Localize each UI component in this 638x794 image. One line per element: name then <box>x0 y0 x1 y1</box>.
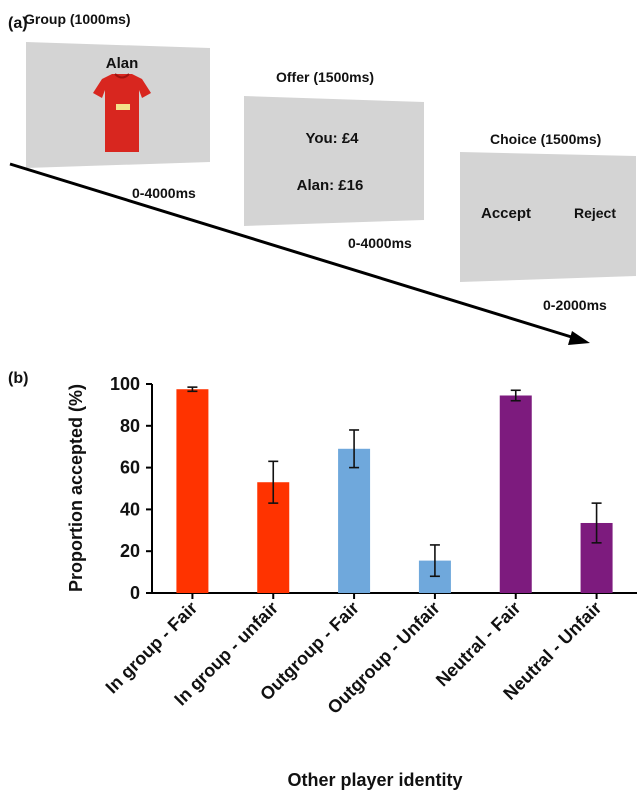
choice-screen <box>460 152 636 282</box>
offer-screen <box>244 96 424 226</box>
group-name-label: Alan <box>106 55 139 72</box>
group-screen-title: Group (1000ms) <box>24 11 131 27</box>
choice-reject-label: Reject <box>574 205 616 221</box>
interval-label-2: 0-4000ms <box>348 235 412 251</box>
offer-you-amount: You: £4 <box>305 130 359 147</box>
y-tick-label: 60 <box>120 458 140 478</box>
bar <box>176 389 209 593</box>
panel-b-label: (b) <box>8 370 28 387</box>
y-axis-label: Proportion accepted (%) <box>66 384 86 592</box>
red-football-shirt-icon <box>93 73 151 152</box>
y-tick-label: 80 <box>120 416 140 436</box>
y-tick-label: 40 <box>120 499 140 519</box>
interval-label-1: 0-4000ms <box>132 185 196 201</box>
choice-accept-label: Accept <box>481 205 531 222</box>
interval-label-3: 0-2000ms <box>543 297 607 313</box>
offer-screen-title: Offer (1500ms) <box>276 69 374 85</box>
timeline-arrow <box>9 162 590 345</box>
bar <box>338 448 371 593</box>
offer-other-amount: Alan: £16 <box>297 177 364 194</box>
panel-a-label: (a) <box>8 15 28 32</box>
y-tick-label: 0 <box>130 583 140 603</box>
y-tick-label: 20 <box>120 541 140 561</box>
x-tick-label: Neutral - Fair <box>432 598 525 691</box>
y-tick-label: 100 <box>110 374 140 394</box>
choice-screen-title: Choice (1500ms) <box>490 131 601 147</box>
x-axis-label: Other player identity <box>287 770 462 790</box>
bar <box>499 395 532 593</box>
